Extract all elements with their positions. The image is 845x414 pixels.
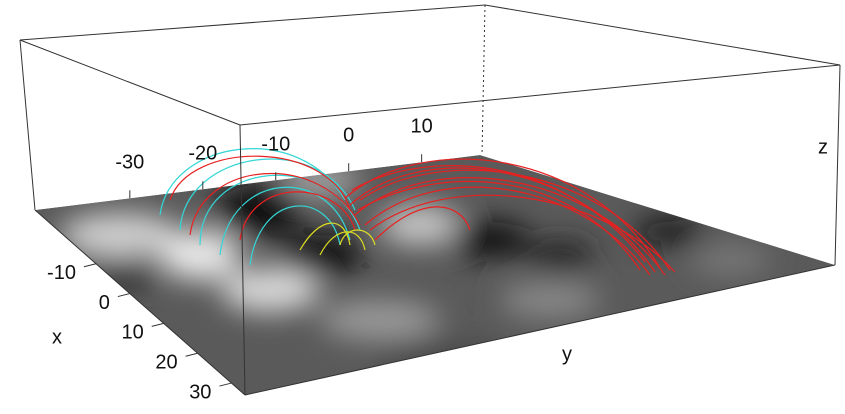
box-back (19, 4, 841, 211)
y-tick-label: 0 (343, 125, 354, 147)
x-tick (117, 293, 130, 298)
y-tick-label: -10 (261, 134, 290, 156)
field-lines (159, 148, 676, 276)
x-tick (83, 263, 97, 268)
x-tick-label: 30 (189, 381, 211, 403)
x-tick (219, 382, 232, 387)
y-tick-label: -20 (188, 143, 217, 165)
y-axis-label: y (562, 343, 572, 365)
x-tick-label: 0 (99, 292, 110, 314)
box-front (19, 39, 841, 396)
z-axis-label: z (818, 136, 828, 158)
x-tick-label: -10 (47, 262, 76, 284)
x-tick-label: 10 (121, 322, 143, 344)
x-tick (151, 322, 164, 327)
y-tick-label: -30 (115, 152, 144, 174)
x-axis-label: x (52, 326, 62, 348)
y-tick-label: 10 (411, 115, 433, 137)
x-tick (185, 352, 198, 357)
x-tick-label: 20 (155, 352, 177, 374)
